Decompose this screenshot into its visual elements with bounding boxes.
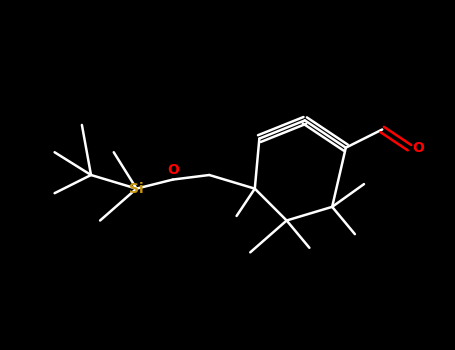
Text: O: O bbox=[412, 141, 424, 155]
Text: Si: Si bbox=[129, 182, 144, 196]
Text: O: O bbox=[167, 163, 179, 177]
